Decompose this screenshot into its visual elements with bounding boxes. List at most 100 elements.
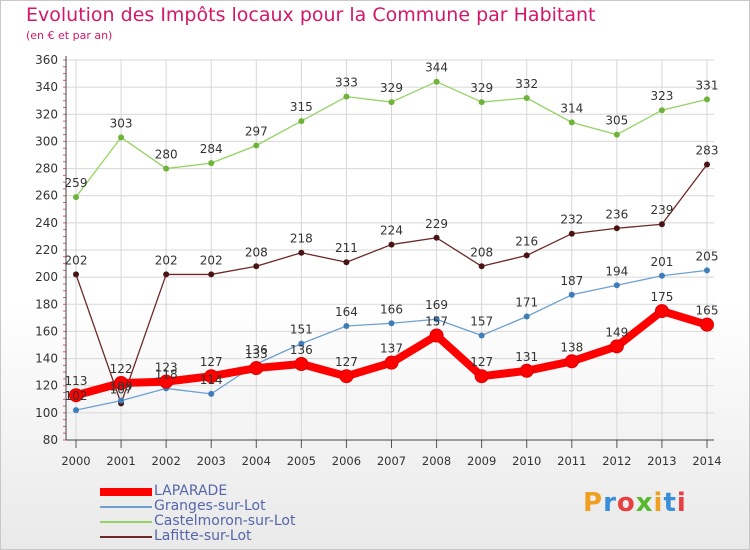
data-point [163,271,170,278]
data-point [433,78,440,85]
x-tick-label: 2010 [512,454,541,468]
legend-item-lafitte-sur-lot: Lafitte-sur-Lot [100,528,340,544]
data-point [294,357,309,371]
y-tick-label: 120 [35,379,58,393]
legend-swatch [100,488,152,496]
data-label: 165 [696,304,719,318]
data-point [253,142,260,149]
logo-letter: P [583,488,604,518]
data-point [208,160,215,167]
data-label: 211 [335,241,358,255]
x-tick-label: 2001 [106,454,135,468]
data-label: 127 [470,355,493,369]
data-point [298,340,305,347]
data-label: 194 [605,264,628,278]
data-point [343,259,350,266]
y-tick-label: 320 [35,107,58,121]
data-label: 229 [425,217,448,231]
data-label: 175 [650,290,673,304]
y-tick-label: 140 [35,352,58,366]
data-point [159,374,174,389]
logo-letter: i [676,488,687,518]
data-label: 202 [65,253,88,267]
data-point [343,93,350,100]
data-label: 114 [200,373,223,387]
data-label: 157 [470,315,493,329]
data-label: 323 [650,89,673,103]
data-point [384,355,399,370]
data-point [613,282,620,289]
data-point [343,323,350,329]
data-point [654,304,669,319]
data-label: 127 [335,355,358,369]
legend-label: Castelmoron-sur-Lot [154,513,296,529]
y-tick-label: 200 [35,270,58,284]
y-tick-label: 80 [43,433,58,447]
legend-label: Granges-sur-Lot [154,498,266,514]
data-point [568,230,575,237]
y-tick-label: 360 [35,53,58,67]
data-label: 344 [425,61,448,75]
x-tick-label: 2013 [647,454,676,468]
data-label: 202 [200,253,223,267]
data-point [298,249,305,256]
data-point [704,96,710,103]
data-label: 232 [560,213,583,227]
data-point [339,369,354,384]
data-point [613,131,620,138]
data-label: 137 [380,342,403,356]
data-label: 149 [605,325,628,339]
x-tick-label: 2007 [377,454,406,468]
legend-item-castelmoron-sur-lot: Castelmoron-sur-Lot [100,513,340,529]
legend-swatch [100,521,152,523]
data-point [474,369,489,384]
data-label: 332 [515,77,538,91]
y-tick-label: 160 [35,324,58,338]
data-label: 151 [290,323,313,337]
data-label: 107 [110,382,133,396]
data-point [609,339,624,354]
chart-subtitle: (en € et par an) [26,29,113,42]
data-label: 123 [155,361,178,375]
x-tick-label: 2002 [152,454,181,468]
data-point [564,354,579,369]
data-point [658,272,665,279]
data-label: 157 [425,315,448,329]
data-label: 208 [470,245,493,259]
legend-label: Lafitte-sur-Lot [154,528,252,544]
y-tick-label: 260 [35,189,58,203]
data-point [613,225,620,232]
x-tick-label: 2000 [61,454,90,468]
logo-letter: x [635,488,654,518]
data-label: 127 [200,355,223,369]
data-label: 329 [470,81,493,95]
data-point [73,407,79,414]
data-label: 122 [110,362,133,376]
data-label: 113 [65,374,88,388]
y-tick-label: 180 [35,297,58,311]
data-label: 208 [245,245,268,259]
data-label: 136 [290,343,313,357]
data-label: 284 [200,142,223,156]
data-label: 164 [335,305,358,319]
data-label: 216 [515,234,538,248]
proxiti-logo: Proxiti [583,488,687,518]
data-label: 205 [696,249,719,263]
x-tick-label: 2005 [287,454,316,468]
data-label: 236 [605,207,628,221]
data-point [704,161,710,168]
data-point [118,134,125,141]
data-point [388,241,395,248]
data-point [163,165,170,172]
data-point [478,263,485,270]
series-castelmoron-sur-lot [73,78,710,201]
data-point [568,119,575,126]
data-point [204,369,219,384]
data-point [523,95,530,101]
data-point [208,271,215,278]
data-point [433,316,440,323]
data-label: 280 [155,148,178,162]
data-label: 202 [155,253,178,267]
